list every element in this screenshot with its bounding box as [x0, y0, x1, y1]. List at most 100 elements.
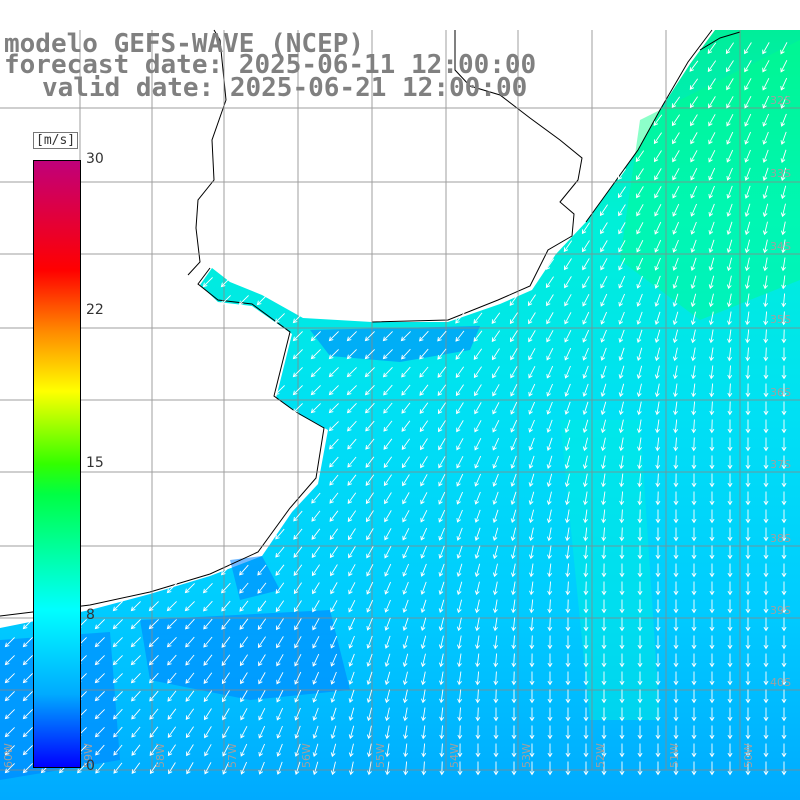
- wind-arrow: [600, 240, 608, 253]
- wind-arrow: [510, 563, 516, 578]
- wind-arrow: [618, 383, 625, 398]
- lon-label: 52W: [594, 743, 607, 768]
- wind-arrow: [473, 348, 483, 361]
- wind-arrow: [672, 257, 679, 271]
- wind-arrow: [149, 690, 159, 702]
- wind-arrow: [601, 581, 607, 596]
- wind-arrow: [493, 761, 499, 776]
- wind-arrow: [673, 473, 679, 488]
- wind-arrow: [708, 329, 714, 344]
- wind-arrow: [582, 347, 589, 361]
- wind-arrow: [457, 761, 463, 776]
- wind-arrow: [131, 744, 141, 756]
- wind-arrow: [636, 419, 642, 434]
- wind-arrow: [546, 294, 554, 307]
- wind-arrow: [348, 528, 356, 541]
- wind-arrow: [347, 492, 357, 505]
- wind-arrow: [113, 708, 123, 720]
- wind-arrow: [565, 671, 571, 686]
- wind-arrow: [655, 707, 661, 722]
- wind-arrow: [637, 671, 643, 686]
- wind-arrow: [727, 671, 733, 686]
- wind-arrow: [691, 761, 697, 776]
- wind-arrow: [511, 617, 517, 632]
- wind-arrow: [655, 527, 661, 542]
- wind-arrow: [204, 726, 212, 739]
- wind-arrow: [330, 564, 338, 577]
- wind-arrow: [130, 672, 141, 684]
- wind-arrow: [583, 725, 589, 740]
- wind-arrow: [385, 743, 390, 758]
- wind-arrow: [527, 294, 536, 307]
- wind-arrow: [529, 599, 535, 614]
- wind-arrow: [600, 383, 607, 398]
- wind-arrow: [690, 239, 697, 253]
- wind-arrow: [565, 689, 571, 704]
- wind-arrow: [745, 689, 751, 704]
- wind-arrow: [583, 635, 589, 650]
- wind-arrow: [781, 743, 787, 758]
- wind-arrow: [239, 618, 249, 630]
- wind-arrow: [456, 617, 462, 632]
- wind-arrow: [4, 709, 15, 720]
- wind-arrow: [491, 312, 501, 325]
- wind-arrow: [619, 509, 625, 524]
- wind-arrow: [619, 761, 625, 776]
- wind-arrow: [509, 294, 519, 307]
- wind-arrow: [745, 761, 751, 776]
- wind-arrow: [475, 743, 481, 758]
- wind-arrow: [274, 385, 285, 396]
- wind-arrow: [310, 403, 321, 414]
- wind-arrow: [258, 654, 266, 667]
- wind-arrow: [276, 636, 284, 649]
- wind-arrow: [474, 402, 482, 415]
- wind-arrow: [708, 275, 715, 290]
- wind-arrow: [745, 401, 751, 416]
- wind-arrow: [726, 239, 733, 254]
- wind-arrow: [763, 707, 769, 722]
- wind-arrow: [672, 150, 680, 163]
- wind-arrow: [673, 437, 679, 452]
- wind-arrow: [637, 437, 642, 452]
- wind-arrow: [763, 419, 769, 434]
- wind-arrow: [618, 204, 626, 217]
- high-wind-patches: [620, 40, 800, 320]
- wind-arrow: [583, 563, 589, 578]
- wind-arrow: [781, 653, 787, 668]
- wind-arrow: [781, 437, 787, 452]
- wind-arrow: [781, 581, 787, 596]
- wind-arrow: [529, 725, 535, 740]
- wind-arrow: [510, 473, 517, 487]
- wind-arrow: [22, 673, 33, 684]
- model-title: modelo GEFS-WAVE (NCEP): [4, 29, 365, 59]
- wind-arrow: [691, 509, 697, 524]
- wind-arrow: [709, 761, 715, 776]
- wind-arrow: [671, 114, 680, 127]
- wind-arrow: [655, 545, 661, 560]
- wind-arrow: [726, 167, 733, 181]
- wind-arrow: [619, 599, 625, 614]
- wind-arrows: [4, 42, 788, 776]
- wind-arrow: [438, 617, 445, 632]
- wind-arrow: [510, 527, 517, 542]
- lon-label: 60W: [2, 743, 15, 768]
- wind-arrow: [384, 492, 392, 505]
- wind-arrow: [240, 672, 248, 685]
- wind-arrow: [744, 42, 752, 55]
- wind-arrow: [403, 725, 408, 740]
- wind-arrow: [185, 708, 195, 721]
- wind-arrow: [727, 383, 733, 398]
- wind-arrow: [601, 599, 607, 614]
- wind-arrow: [439, 725, 445, 740]
- wind-arrow: [456, 509, 463, 523]
- wind-arrow: [528, 365, 536, 379]
- wind-arrow: [709, 707, 715, 722]
- wind-arrow: [366, 725, 372, 740]
- wind-arrow: [112, 601, 123, 612]
- wind-arrow: [655, 635, 661, 650]
- wind-arrow: [348, 582, 356, 595]
- wind-arrow: [672, 239, 679, 253]
- wind-arrow: [439, 707, 445, 722]
- wind-arrow: [384, 510, 392, 523]
- wind-arrow: [780, 221, 786, 236]
